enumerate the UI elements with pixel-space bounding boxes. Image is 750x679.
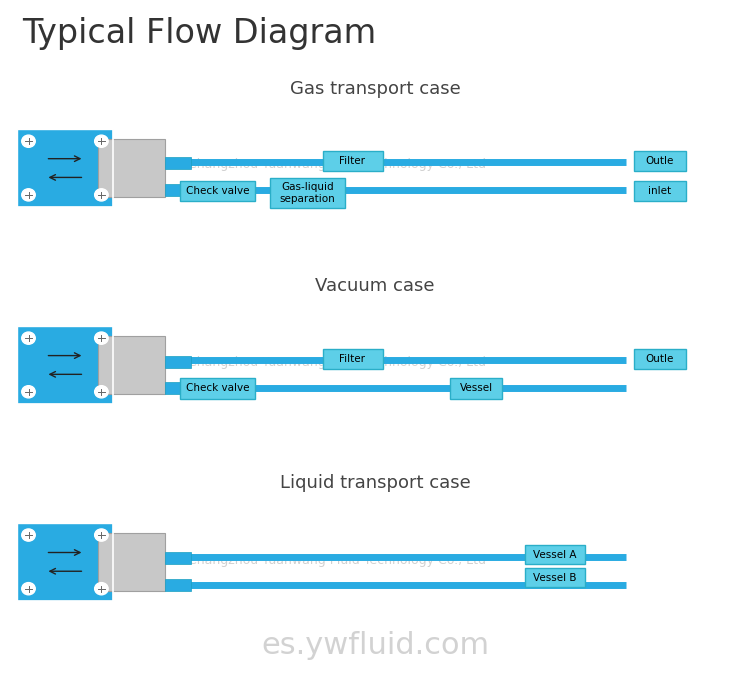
Bar bbox=[322, 349, 382, 369]
Bar bbox=[16, 326, 113, 404]
Bar bbox=[525, 568, 585, 587]
Text: Liquid transport case: Liquid transport case bbox=[280, 474, 470, 492]
Bar bbox=[165, 382, 191, 394]
Text: Vessel A: Vessel A bbox=[533, 550, 577, 559]
Text: Gas transport case: Gas transport case bbox=[290, 80, 460, 98]
Bar bbox=[525, 545, 585, 564]
Bar bbox=[634, 151, 686, 171]
Circle shape bbox=[94, 135, 108, 147]
Bar bbox=[450, 378, 503, 399]
Text: Vessel B: Vessel B bbox=[533, 573, 577, 583]
Bar bbox=[180, 378, 255, 399]
Bar bbox=[634, 349, 686, 369]
Bar bbox=[180, 181, 255, 201]
Bar bbox=[165, 552, 191, 564]
Bar bbox=[16, 129, 113, 207]
Bar bbox=[16, 326, 113, 404]
Bar bbox=[98, 139, 165, 197]
Circle shape bbox=[22, 189, 35, 201]
Bar bbox=[322, 151, 382, 171]
Text: Check valve: Check valve bbox=[186, 384, 249, 393]
Text: Changzhou Yuanwang Fluid Technology Co., Ltd: Changzhou Yuanwang Fluid Technology Co.,… bbox=[188, 158, 487, 171]
Text: Gas-liquid
separation: Gas-liquid separation bbox=[280, 182, 335, 204]
Circle shape bbox=[22, 332, 35, 344]
Circle shape bbox=[94, 583, 108, 595]
Circle shape bbox=[22, 386, 35, 398]
Circle shape bbox=[22, 529, 35, 541]
Bar bbox=[165, 579, 191, 591]
Text: Vacuum case: Vacuum case bbox=[315, 277, 435, 295]
Circle shape bbox=[22, 583, 35, 595]
Text: Changzhou Yuanwang Fluid Technology Co., Ltd: Changzhou Yuanwang Fluid Technology Co.,… bbox=[188, 356, 487, 369]
Bar bbox=[634, 181, 686, 201]
Bar bbox=[98, 533, 165, 591]
Bar bbox=[98, 336, 165, 394]
Text: es.ywfluid.com: es.ywfluid.com bbox=[261, 631, 489, 659]
Text: Outle: Outle bbox=[646, 156, 674, 166]
Bar bbox=[16, 129, 113, 207]
Bar bbox=[16, 523, 113, 601]
Bar bbox=[165, 157, 191, 169]
Bar bbox=[165, 356, 191, 368]
Text: Check valve: Check valve bbox=[186, 186, 249, 196]
Circle shape bbox=[94, 189, 108, 201]
Circle shape bbox=[22, 135, 35, 147]
Circle shape bbox=[94, 386, 108, 398]
Bar bbox=[270, 178, 345, 208]
Text: Filter: Filter bbox=[340, 354, 365, 364]
Text: Filter: Filter bbox=[340, 156, 365, 166]
Circle shape bbox=[94, 529, 108, 541]
Text: Typical Flow Diagram: Typical Flow Diagram bbox=[22, 17, 376, 50]
Text: inlet: inlet bbox=[649, 186, 671, 196]
Bar bbox=[16, 523, 113, 601]
Text: Vessel: Vessel bbox=[460, 384, 493, 393]
Text: Changzhou Yuanwang Fluid Technology Co., Ltd: Changzhou Yuanwang Fluid Technology Co.,… bbox=[188, 553, 487, 567]
Bar bbox=[165, 184, 191, 196]
Text: Outle: Outle bbox=[646, 354, 674, 364]
Circle shape bbox=[94, 332, 108, 344]
